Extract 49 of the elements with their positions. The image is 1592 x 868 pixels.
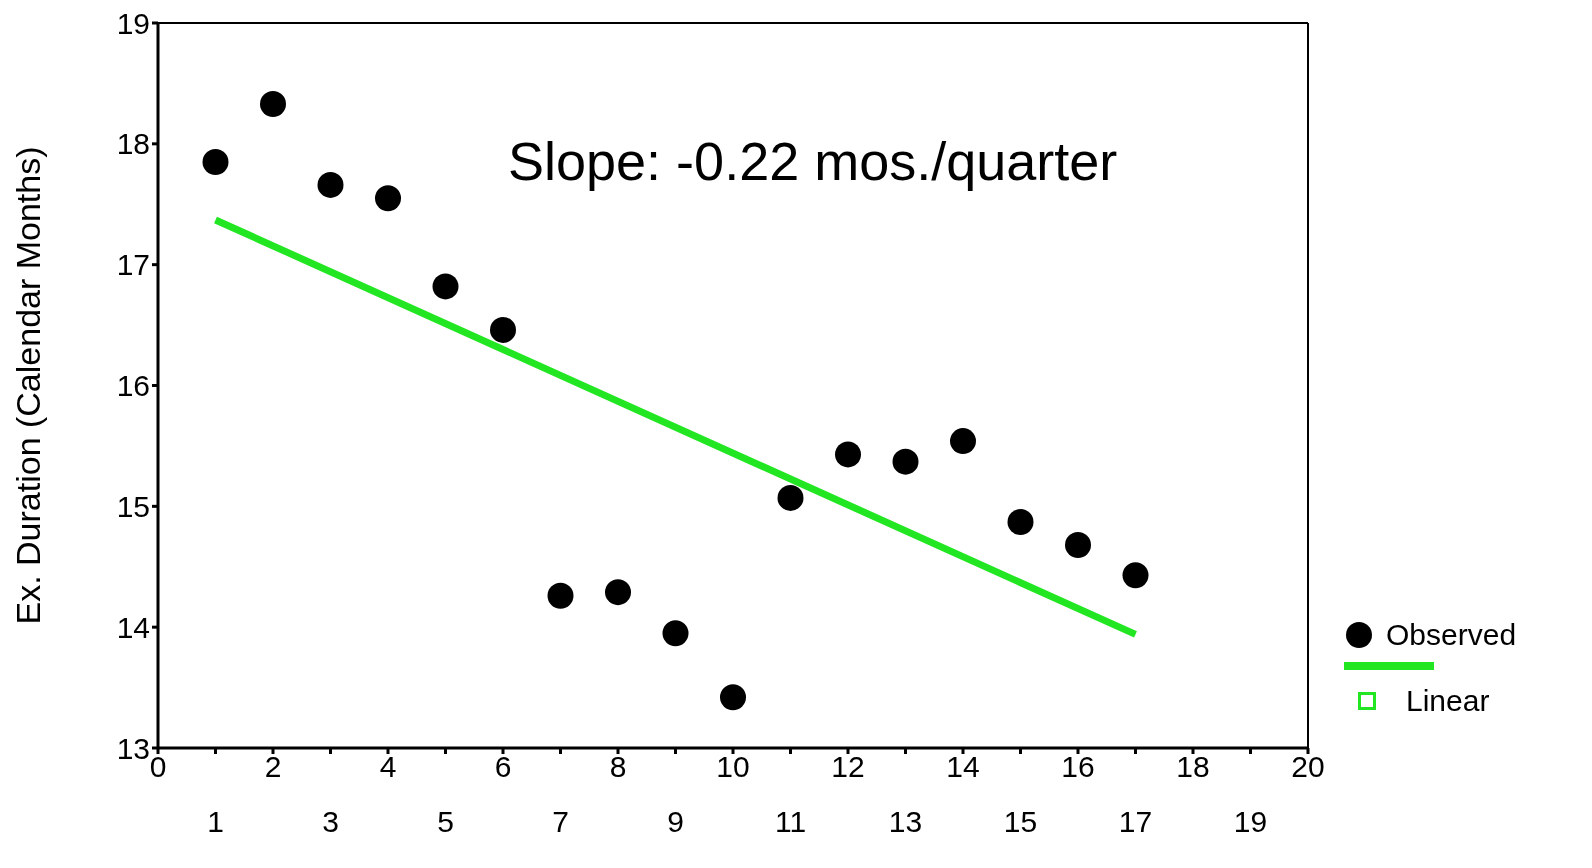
- point: [375, 185, 401, 212]
- point: [950, 428, 976, 455]
- x-tick-label: 4: [379, 750, 397, 784]
- point: [202, 148, 229, 175]
- x2-tick-label: 19: [1233, 805, 1268, 838]
- x-tick-label: 6: [494, 750, 512, 784]
- point: [432, 273, 459, 300]
- x-tick-label: 12: [831, 750, 865, 784]
- x2-tick-label: 3: [322, 805, 339, 838]
- x2-tick-label: 9: [667, 805, 684, 838]
- annotation: Slope: -0.22 mos./quarter: [508, 130, 1118, 192]
- x-tick-label: 10: [716, 750, 750, 784]
- x2-tick-label: 17: [1118, 805, 1153, 838]
- x2-tick-label: 15: [1003, 805, 1038, 838]
- x2-tick-label: 13: [888, 805, 923, 838]
- y-tick-label: 16: [116, 369, 150, 403]
- y-tick-label: 13: [116, 731, 150, 765]
- x2-tick-label: 11: [774, 805, 807, 838]
- y-tick-label: 18: [116, 127, 150, 161]
- legend-label: Observed: [1386, 618, 1517, 652]
- y-tick-label: 19: [116, 6, 150, 40]
- x2-tick-label: 7: [552, 805, 569, 838]
- point: [490, 316, 516, 343]
- x-tick-label: 0: [149, 750, 167, 784]
- y-axis-title: Ex. Duration (Calendar Months): [9, 146, 48, 625]
- point: [1065, 532, 1091, 558]
- point: [605, 579, 631, 606]
- y-tick-label: 17: [116, 248, 150, 282]
- x-tick-label: 20: [1291, 750, 1325, 784]
- point: [835, 441, 861, 468]
- point: [1122, 562, 1149, 589]
- point: [720, 684, 746, 711]
- point: [662, 620, 689, 647]
- x-tick-label: 14: [946, 750, 980, 784]
- legend-label: Linear: [1406, 684, 1490, 718]
- point: [547, 582, 574, 609]
- point: [317, 171, 344, 198]
- point: [777, 484, 804, 511]
- x2-tick-label: 5: [437, 805, 454, 838]
- x-tick-label: 16: [1061, 750, 1095, 784]
- x-tick-label: 18: [1176, 750, 1210, 784]
- x-tick-label: 8: [609, 750, 627, 784]
- x-tick-label: 2: [264, 750, 282, 784]
- point: [260, 90, 286, 117]
- y-tick-label: 15: [116, 489, 150, 523]
- point: [892, 448, 919, 475]
- x2-tick-label: 1: [207, 805, 224, 838]
- point: [1007, 509, 1034, 536]
- y-tick-label: 14: [116, 610, 150, 644]
